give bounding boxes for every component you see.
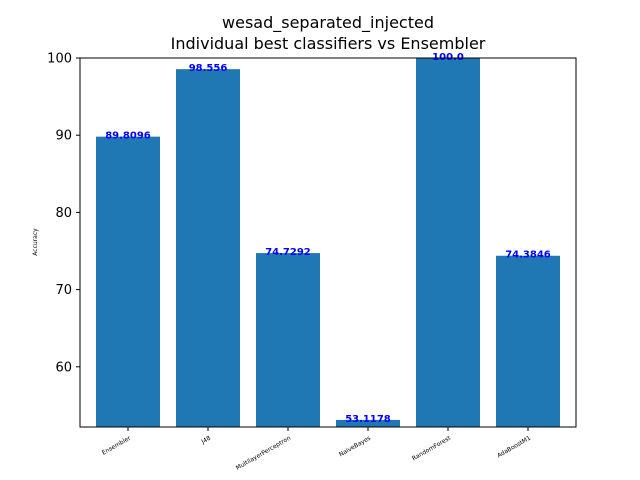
y-tick-label-1: 70 xyxy=(55,283,72,298)
bar-1 xyxy=(176,69,240,428)
y-axis: 60 70 80 90 100 xyxy=(47,52,80,375)
y-tick-label-3: 90 xyxy=(55,129,72,144)
x-tick-label-5: AdaBoostM1 xyxy=(496,435,532,460)
data-label-3: 53.1178 xyxy=(345,414,391,425)
y-tick-label-0: 60 xyxy=(55,360,72,375)
x-tick-label-0: Ensembler xyxy=(101,434,133,456)
y-tick-label-4: 100 xyxy=(47,52,72,67)
bar-4 xyxy=(416,58,480,427)
data-label-0: 89.8096 xyxy=(105,131,151,142)
y-axis-label: Accuracy xyxy=(32,228,39,256)
x-tick-label-2: MultilayerPerceptron xyxy=(235,435,292,472)
x-tick-label-3: NaiveBayes xyxy=(338,435,372,459)
bar-0 xyxy=(96,136,160,427)
data-label-1: 98.556 xyxy=(189,63,228,74)
chart-title-line-1: wesad_separated_injected xyxy=(222,13,434,33)
bars-group xyxy=(96,58,560,428)
x-tick-label-1: J48 xyxy=(199,435,212,446)
bar-5 xyxy=(496,255,560,427)
plot-area-frame xyxy=(79,57,577,428)
bar-3 xyxy=(336,419,400,427)
chart-title-line-2: Individual best classifiers vs Ensembler xyxy=(171,34,486,53)
x-axis: Ensembler J48 MultilayerPerceptron NaiveBay… xyxy=(101,427,532,472)
data-label-5: 74.3846 xyxy=(505,250,551,261)
data-label-2: 74.7292 xyxy=(265,247,311,258)
bar-2 xyxy=(256,253,320,427)
y-tick-label-2: 80 xyxy=(55,206,72,221)
x-tick-label-4: RandomForest xyxy=(411,434,453,462)
